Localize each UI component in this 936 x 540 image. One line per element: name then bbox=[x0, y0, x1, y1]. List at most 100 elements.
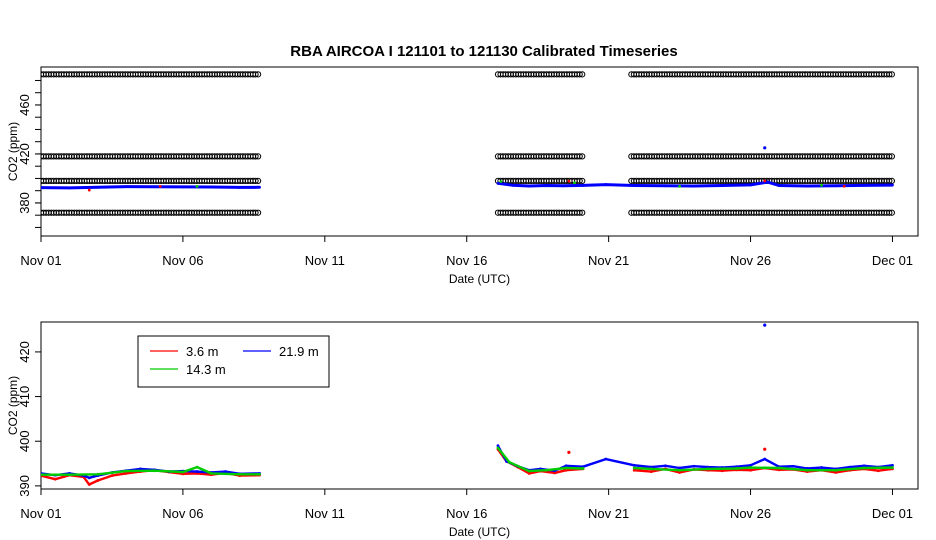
data-point bbox=[749, 463, 752, 467]
data-point bbox=[67, 473, 71, 477]
reference-level-band bbox=[41, 177, 262, 184]
reference-point bbox=[886, 71, 893, 78]
plot-frame bbox=[40, 66, 919, 237]
x-tick-label: Nov 06 bbox=[162, 253, 203, 268]
x-tick-label: Nov 01 bbox=[20, 506, 61, 521]
data-point bbox=[124, 471, 128, 475]
data-point bbox=[41, 186, 43, 190]
data-point bbox=[496, 446, 500, 450]
legend-box bbox=[137, 335, 330, 388]
data-point bbox=[564, 468, 568, 472]
x-tick-label: Nov 16 bbox=[446, 253, 487, 268]
chart-title: RBA AIRCOA I 121101 to 121130 Calibrated… bbox=[290, 43, 677, 60]
reference-level-band bbox=[628, 71, 895, 78]
data-point bbox=[553, 471, 557, 475]
x-tick-label: Nov 26 bbox=[730, 253, 771, 268]
data-point bbox=[678, 466, 681, 470]
data-point bbox=[195, 470, 199, 473]
panel-bottom: Nov 01 Nov 06 Nov 11 Nov 16 Nov 21 Nov 26 Dec … bbox=[6, 321, 919, 539]
reference-point bbox=[252, 177, 259, 184]
data-point bbox=[53, 477, 57, 481]
data-point bbox=[664, 464, 667, 468]
data-point bbox=[67, 186, 71, 190]
reference-level-band bbox=[628, 153, 895, 160]
data-point bbox=[604, 457, 608, 461]
data-point bbox=[649, 470, 653, 473]
reference-level-band bbox=[494, 209, 586, 216]
data-point bbox=[561, 184, 565, 188]
data-point bbox=[842, 184, 846, 188]
reference-point bbox=[255, 209, 262, 216]
data-point bbox=[195, 465, 199, 469]
reference-point bbox=[886, 209, 893, 216]
reference-point bbox=[579, 153, 586, 160]
data-point bbox=[891, 183, 894, 187]
data-point bbox=[632, 466, 636, 470]
data-point bbox=[632, 184, 636, 187]
data-point bbox=[527, 184, 531, 188]
data-point bbox=[820, 183, 823, 187]
outlier-point bbox=[763, 447, 767, 451]
reference-level-band bbox=[41, 209, 262, 216]
data-point bbox=[805, 468, 809, 472]
legend-label: 14.3 m bbox=[186, 362, 226, 377]
y-axis-label: CO2 (ppm) bbox=[6, 122, 20, 181]
plot-frame bbox=[40, 321, 919, 490]
data-point bbox=[581, 467, 585, 470]
outlier-point bbox=[567, 450, 571, 454]
data-point bbox=[664, 184, 667, 188]
legend-label: 3.6 m bbox=[186, 344, 219, 359]
reference-point bbox=[886, 177, 893, 184]
y-tick-label: 410 bbox=[17, 386, 32, 408]
reference-level-band bbox=[494, 153, 586, 160]
x-tick-label: Nov 11 bbox=[305, 506, 345, 521]
reference-point bbox=[576, 177, 583, 184]
reference-point bbox=[252, 71, 259, 78]
data-point bbox=[96, 185, 100, 189]
data-point bbox=[209, 185, 213, 189]
data-point bbox=[581, 184, 585, 187]
data-point bbox=[138, 467, 142, 471]
data-point bbox=[649, 467, 653, 471]
reference-point bbox=[579, 177, 586, 184]
data-point bbox=[862, 464, 866, 468]
data-point bbox=[734, 467, 738, 470]
data-point bbox=[209, 471, 213, 475]
data-point bbox=[749, 468, 752, 472]
x-tick-label: Nov 01 bbox=[20, 253, 61, 268]
data-point bbox=[41, 473, 43, 477]
data-point bbox=[876, 469, 880, 473]
data-point bbox=[564, 466, 568, 470]
reference-point bbox=[888, 209, 895, 216]
data-point bbox=[891, 463, 894, 467]
data-point bbox=[567, 179, 571, 183]
data-point bbox=[181, 470, 185, 474]
data-point bbox=[706, 467, 710, 471]
data-point bbox=[834, 184, 838, 188]
legend: 3.6 m 21.9 m 14.3 m bbox=[137, 335, 330, 388]
y-tick-label: 420 bbox=[17, 341, 32, 363]
data-point bbox=[749, 466, 752, 469]
x-tick-label: Dec 01 bbox=[872, 253, 913, 268]
reference-point bbox=[576, 71, 583, 78]
data-layer bbox=[41, 323, 894, 486]
data-point bbox=[527, 471, 531, 475]
reference-point bbox=[886, 153, 893, 160]
reference-level-band bbox=[41, 153, 262, 160]
reference-point bbox=[576, 153, 583, 160]
data-point bbox=[791, 464, 795, 468]
series-line-21-9-m bbox=[41, 180, 893, 190]
reference-level-band bbox=[628, 177, 895, 184]
data-point bbox=[158, 185, 162, 188]
x-tick-label: Nov 26 bbox=[730, 506, 771, 521]
data-point bbox=[692, 464, 696, 468]
data-point bbox=[527, 469, 531, 473]
x-axis-label: Date (UTC) bbox=[449, 272, 510, 286]
data-point bbox=[834, 471, 838, 474]
data-point bbox=[692, 184, 696, 188]
y-tick-label: 400 bbox=[17, 430, 32, 452]
reference-point bbox=[888, 177, 895, 184]
data-point bbox=[820, 466, 823, 469]
data-point bbox=[720, 184, 724, 187]
data-layer bbox=[41, 71, 895, 216]
